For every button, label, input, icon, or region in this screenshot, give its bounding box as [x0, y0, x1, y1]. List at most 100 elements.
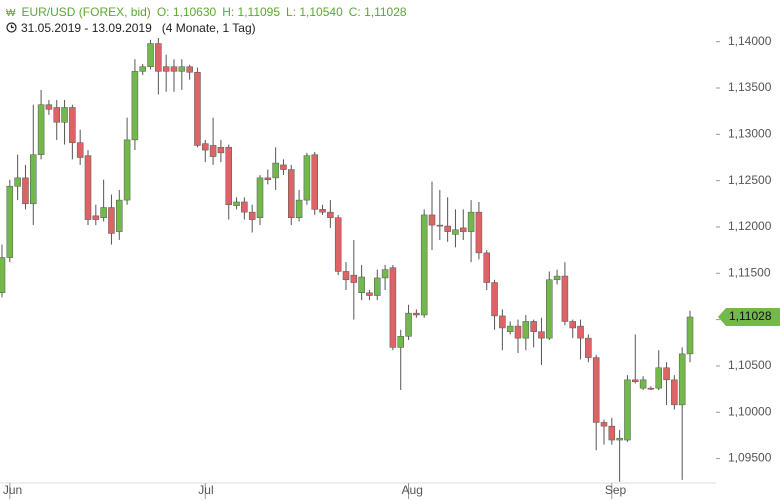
- candle-body: [475, 211, 483, 254]
- y-tick-label: 1,10000: [728, 404, 772, 418]
- candle-body: [546, 279, 553, 339]
- period-line: 31.05.2019 - 13.09.2019 (4 Monate, 1 Tag…: [6, 21, 256, 35]
- candle-body: [84, 155, 92, 220]
- candle-body: [69, 107, 76, 143]
- candle-body: [303, 155, 311, 201]
- candle-body: [460, 227, 467, 232]
- candle-body: [233, 201, 240, 206]
- open-label: O: 1,10630: [156, 5, 217, 19]
- candle-body: [186, 66, 193, 73]
- fx-icon: ₩: [6, 8, 16, 19]
- candle-body: [561, 275, 569, 322]
- clock-icon: [6, 22, 17, 33]
- candle-body: [608, 425, 616, 441]
- x-tick-label: Jun: [3, 483, 22, 497]
- candle-body: [538, 331, 545, 339]
- candle-body: [397, 336, 404, 348]
- candle-body: [405, 312, 412, 337]
- y-tick-label: 1,14000: [728, 34, 772, 48]
- candle-body: [342, 271, 350, 281]
- candle-body: [248, 211, 256, 220]
- candle-body: [131, 71, 139, 141]
- header-line: ₩ EUR/USD (FOREX, bid) O: 1,10630 H: 1,1109…: [6, 5, 413, 19]
- candle-body: [0, 257, 6, 293]
- candle-body: [123, 139, 131, 201]
- y-tick-label: 1,12500: [728, 173, 772, 187]
- candle-body: [225, 147, 232, 205]
- candle-body: [61, 107, 68, 123]
- x-tick-label: Jul: [198, 483, 213, 497]
- candle-body: [671, 379, 678, 406]
- candle-body: [686, 316, 694, 355]
- candle-body: [170, 66, 178, 72]
- candle-body: [350, 274, 358, 283]
- candle-body: [108, 207, 115, 234]
- candle-body: [217, 147, 225, 154]
- candle-body: [288, 169, 295, 218]
- candle-body: [256, 177, 264, 218]
- candle-body: [639, 379, 647, 389]
- candle-body: [311, 154, 318, 210]
- candle-body: [569, 321, 576, 329]
- candle-body: [553, 275, 561, 281]
- candle-body: [499, 315, 506, 329]
- candle-body: [647, 387, 655, 390]
- candle-body: [655, 367, 662, 389]
- candle-body: [37, 104, 45, 155]
- candle-body: [178, 66, 186, 72]
- candle-body: [295, 199, 303, 218]
- candle-body: [577, 325, 584, 339]
- candle-body: [22, 177, 29, 205]
- y-tick-label: 1,11500: [728, 265, 771, 279]
- candle-body: [413, 312, 420, 316]
- candle-body: [264, 177, 272, 180]
- y-tick-label: 1,12000: [728, 219, 772, 233]
- candle-body: [428, 214, 436, 226]
- close-label: C: 1,11028: [348, 5, 407, 19]
- candle-body: [381, 269, 389, 279]
- duration: (4 Monate, 1 Tag): [161, 21, 256, 35]
- candle-body: [530, 321, 537, 332]
- last-price-label: 1,11028: [729, 309, 772, 323]
- candle-body: [585, 337, 592, 358]
- candle-body: [491, 282, 498, 317]
- candle-body: [522, 321, 530, 339]
- candle-body: [76, 142, 84, 158]
- candle-body: [663, 367, 670, 381]
- candle-body: [162, 66, 170, 72]
- candle-body: [116, 199, 123, 232]
- candle-body: [374, 277, 381, 296]
- candle-body: [420, 214, 428, 316]
- candle-body: [389, 267, 397, 348]
- candle-body: [506, 325, 514, 332]
- y-tick-label: 1,13500: [728, 80, 772, 94]
- candle-body: [280, 164, 287, 170]
- candle-body: [366, 292, 373, 296]
- candle-body: [45, 104, 53, 110]
- candle-body: [319, 209, 326, 213]
- candle-body: [209, 145, 217, 157]
- candle-body: [624, 379, 631, 441]
- candle-body: [327, 211, 334, 218]
- x-tick-label: Sep: [605, 483, 627, 497]
- candle-body: [14, 177, 21, 187]
- y-tick-label: 1,10500: [728, 358, 772, 372]
- candle-body: [444, 225, 451, 232]
- candle-body: [452, 229, 459, 235]
- high-label: H: 1,11095: [222, 5, 281, 19]
- candle-body: [436, 224, 444, 227]
- candle-body: [241, 201, 248, 213]
- date-range: 31.05.2019 - 13.09.2019: [21, 21, 152, 35]
- candle-body: [202, 143, 209, 151]
- candle-body: [600, 422, 608, 427]
- candle-body: [6, 185, 14, 258]
- candle-body: [483, 252, 490, 283]
- low-label: L: 1,10540: [286, 5, 343, 19]
- candle-body: [139, 66, 146, 72]
- candle-body: [272, 162, 279, 179]
- candle-body: [100, 207, 107, 218]
- candle-body: [358, 276, 365, 293]
- y-tick-label: 1,13000: [728, 127, 772, 141]
